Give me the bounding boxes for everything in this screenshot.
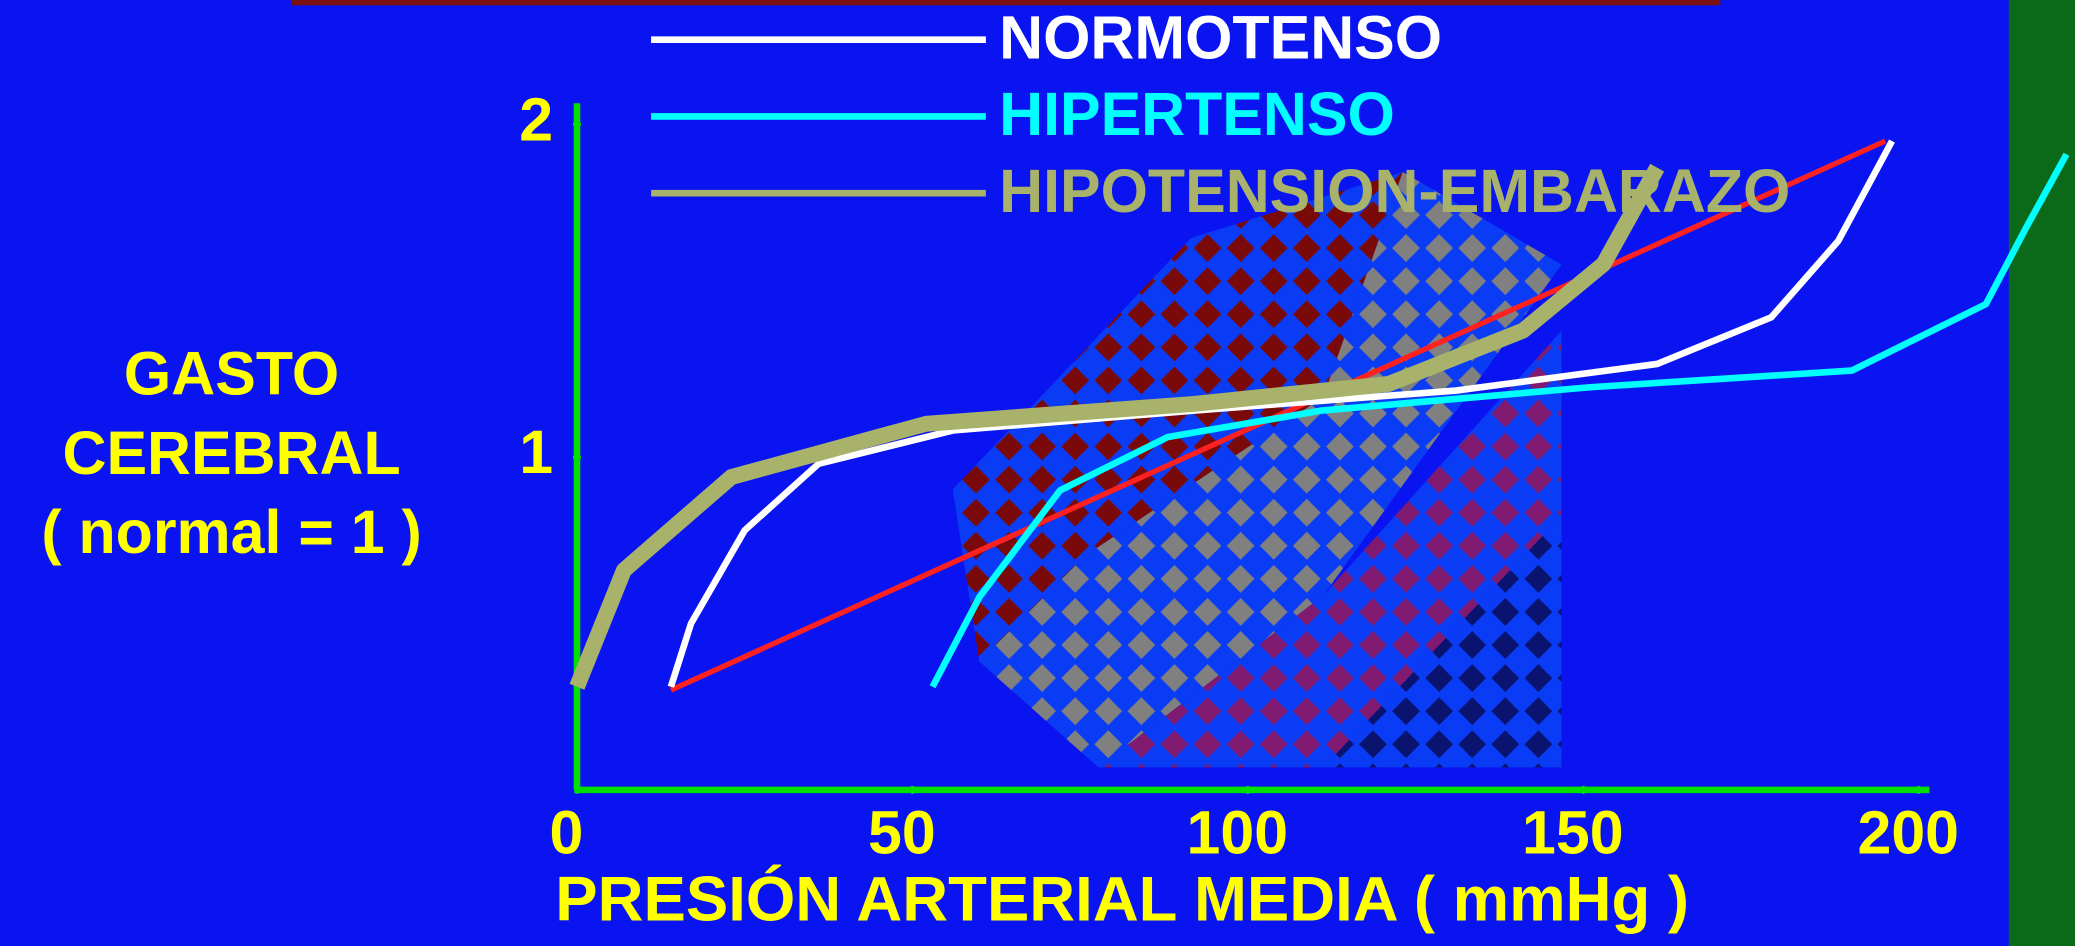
x-tick-label: 100 bbox=[1187, 799, 1289, 867]
side-strip bbox=[2009, 0, 2075, 946]
legend-label: NORMOTENSO bbox=[999, 3, 1442, 71]
y-tick-label: 2 bbox=[519, 85, 553, 153]
x-axis-title: PRESIÓN ARTERIAL MEDIA ( mmHg ) bbox=[555, 864, 1689, 934]
x-tick-label: 50 bbox=[868, 799, 936, 867]
y-axis-title-line: CEREBRAL bbox=[63, 419, 401, 487]
y-tick-label: 1 bbox=[519, 418, 553, 486]
chart: GASTO CEREBRAL ( normal = 1 ) PRESIÓN ARTE… bbox=[0, 0, 2075, 946]
y-axis-title-line: GASTO bbox=[124, 339, 339, 407]
x-tick-label: 150 bbox=[1522, 799, 1624, 867]
x-tick-label: 200 bbox=[1857, 799, 1959, 867]
x-tick-label: 0 bbox=[549, 799, 583, 867]
y-axis-title-line: ( normal = 1 ) bbox=[41, 498, 422, 566]
legend-label: HIPOTENSION-EMBARAZO bbox=[999, 157, 1790, 225]
legend-label: HIPERTENSO bbox=[999, 80, 1395, 148]
page: {"chart_data": {"type": "line", "y_label… bbox=[0, 0, 2075, 946]
